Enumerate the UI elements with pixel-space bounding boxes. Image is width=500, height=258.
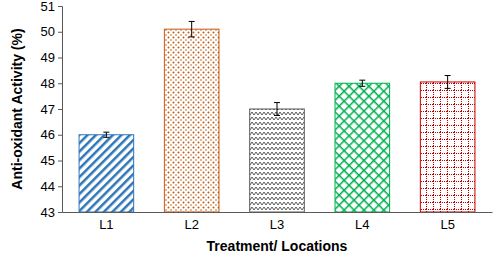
y-tick: 47 <box>41 102 62 117</box>
error-bar <box>445 76 451 89</box>
error-bar <box>103 132 109 137</box>
y-tick-label: 44 <box>41 179 55 194</box>
x-tick: L5 <box>440 212 454 232</box>
error-cap <box>103 137 109 138</box>
y-tick-mark <box>58 32 62 33</box>
y-axis-line <box>58 7 63 213</box>
y-tick: 45 <box>41 153 62 168</box>
error-bar <box>359 80 365 86</box>
error-line <box>447 76 448 89</box>
error-cap <box>359 80 365 81</box>
error-line <box>277 103 278 116</box>
y-tick-mark <box>58 83 62 84</box>
error-line <box>106 132 107 137</box>
error-cap <box>103 132 109 133</box>
bar <box>420 82 475 212</box>
y-tick-label: 50 <box>41 24 55 39</box>
bar <box>164 29 219 212</box>
y-tick: 50 <box>41 24 62 39</box>
y-tick-label: 45 <box>41 153 55 168</box>
x-tick-label: L2 <box>184 217 198 232</box>
y-tick-mark <box>58 135 62 136</box>
y-tick: 44 <box>41 179 62 194</box>
bar <box>79 135 134 212</box>
y-tick-mark <box>58 186 62 187</box>
y-tick-label: 46 <box>41 127 55 142</box>
x-axis: L1 L2 L3 L4 L5 <box>63 212 493 232</box>
x-tick: L4 <box>355 212 369 232</box>
x-tick-label: L4 <box>355 217 369 232</box>
plot: 43 44 45 46 47 48 49 50 51 L1 L2 L3 L4 L5 <box>41 0 493 232</box>
x-axis-title: Treatment/ Locations <box>207 238 348 254</box>
y-tick-label: 47 <box>41 102 55 117</box>
x-tick: L3 <box>270 212 284 232</box>
error-cap <box>189 21 195 22</box>
error-cap <box>274 102 280 103</box>
y-tick: 51 <box>41 0 62 14</box>
y-tick-label: 51 <box>41 0 55 14</box>
x-tick: L2 <box>184 212 198 232</box>
y-tick-label: 43 <box>41 205 55 220</box>
y-tick-mark <box>58 109 62 110</box>
error-cap <box>274 115 280 116</box>
error-cap <box>189 36 195 37</box>
y-tick-mark <box>58 58 62 59</box>
y-tick-mark <box>58 6 62 7</box>
error-line <box>191 21 192 36</box>
error-cap <box>445 75 451 76</box>
y-tick: 43 <box>41 205 62 220</box>
x-tick-label: L1 <box>99 217 113 232</box>
y-tick: 49 <box>41 50 62 65</box>
y-tick: 46 <box>41 127 62 142</box>
y-tick-mark <box>58 161 62 162</box>
y-tick-label: 49 <box>41 50 55 65</box>
bar <box>250 109 305 212</box>
error-bar <box>189 21 195 36</box>
chart: 43 44 45 46 47 48 49 50 51 L1 L2 L3 L4 L5 Treatment/ L… <box>0 0 500 258</box>
error-bar <box>274 103 280 116</box>
y-axis: 43 44 45 46 47 48 49 50 51 <box>41 0 63 220</box>
error-cap <box>359 86 365 87</box>
x-tick-label: L5 <box>440 217 454 232</box>
x-tick-label: L3 <box>270 217 284 232</box>
error-line <box>362 80 363 86</box>
error-cap <box>445 88 451 89</box>
y-axis-title: Anti-oxidant Activity (%) <box>9 28 25 189</box>
x-tick: L1 <box>99 212 113 232</box>
bars <box>79 21 475 212</box>
bar <box>335 83 390 212</box>
y-tick: 48 <box>41 76 62 91</box>
x-axis-line <box>63 212 493 213</box>
y-tick-label: 48 <box>41 76 55 91</box>
y-tick-mark <box>58 212 62 213</box>
